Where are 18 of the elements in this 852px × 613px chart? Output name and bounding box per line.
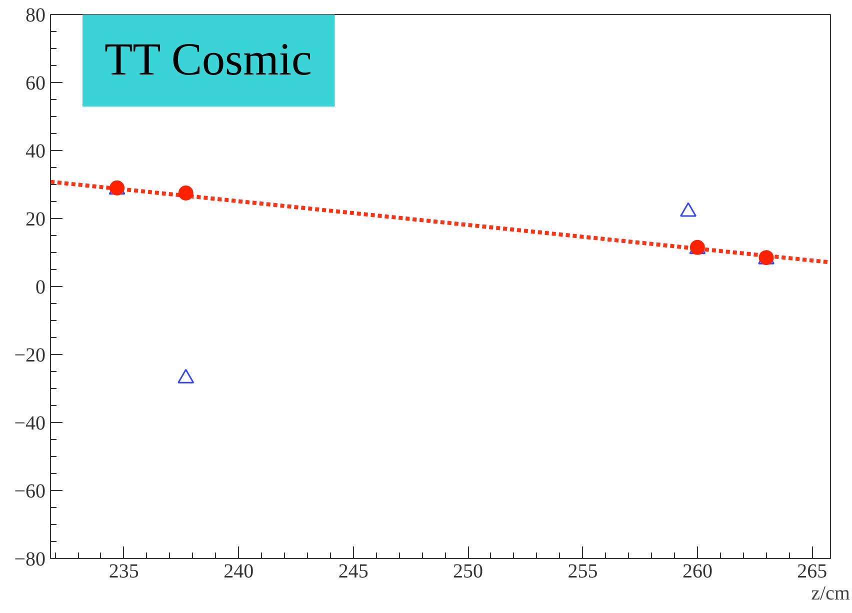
- chart-title: TT Cosmic: [104, 34, 312, 84]
- x-tick-label: 235: [108, 560, 139, 582]
- y-tick-label: 20: [26, 208, 46, 230]
- x-axis-title: z/cm: [811, 582, 850, 604]
- x-tick-label: 240: [224, 560, 254, 582]
- x-tick-label: 245: [338, 560, 368, 582]
- y-tick-label: 80: [26, 4, 46, 26]
- y-tick-label: −20: [14, 344, 46, 366]
- x-tick-label: 265: [797, 560, 828, 582]
- x-tick-label: 250: [453, 560, 484, 582]
- y-tick-label: −80: [14, 548, 46, 570]
- y-tick-label: 0: [36, 276, 46, 298]
- y-tick-label: −40: [14, 412, 46, 434]
- x-tick-label: 260: [682, 560, 712, 582]
- y-tick-label: 40: [26, 140, 46, 162]
- y-tick-label: 60: [26, 72, 46, 94]
- y-tick-label: −60: [14, 480, 46, 502]
- x-tick-label: 255: [568, 560, 598, 582]
